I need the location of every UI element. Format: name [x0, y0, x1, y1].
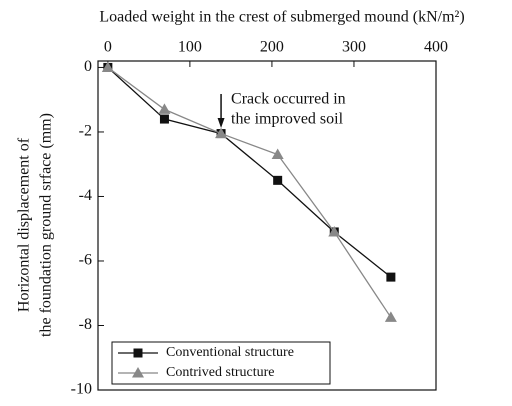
series-line: [107, 66, 392, 278]
marker: [384, 311, 397, 322]
marker: [159, 114, 169, 124]
x-tick-label: 0: [104, 39, 112, 56]
y-axis-label: Horizontal displacement of: [16, 137, 33, 312]
marker: [158, 103, 171, 114]
marker: [215, 127, 228, 139]
y-tick-label: -10: [71, 381, 92, 398]
y-tick-label: -6: [79, 252, 92, 269]
legend-label: Conventional structure: [166, 345, 294, 360]
legend-marker: [133, 348, 143, 358]
y-tick-label: -2: [79, 123, 92, 140]
x-tick-label: 300: [342, 39, 366, 56]
x-tick-label: 100: [178, 39, 202, 56]
marker: [271, 148, 284, 160]
legend-marker: [132, 367, 144, 378]
series-line: [107, 66, 392, 318]
annotation-text: Crack occurred in: [231, 91, 346, 108]
marker: [386, 272, 396, 282]
chart-title: Loaded weight in the crest of submerged …: [99, 9, 464, 26]
plot-frame: [97, 60, 437, 391]
annotation-arrowhead: [217, 118, 225, 128]
x-tick-label: 400: [424, 39, 448, 56]
y-tick-label: 0: [84, 58, 92, 75]
legend-label: Contrived structure: [166, 365, 274, 380]
y-tick-label: -4: [79, 187, 92, 204]
marker: [273, 175, 283, 185]
marker: [328, 225, 341, 237]
annotation-text: the improved soil: [231, 111, 344, 128]
marker: [101, 61, 114, 72]
y-tick-label: -8: [79, 316, 92, 333]
legend-box: [111, 341, 331, 385]
y-axis-label: the foundation ground srface (mm): [38, 113, 55, 337]
x-tick-label: 200: [260, 39, 284, 56]
